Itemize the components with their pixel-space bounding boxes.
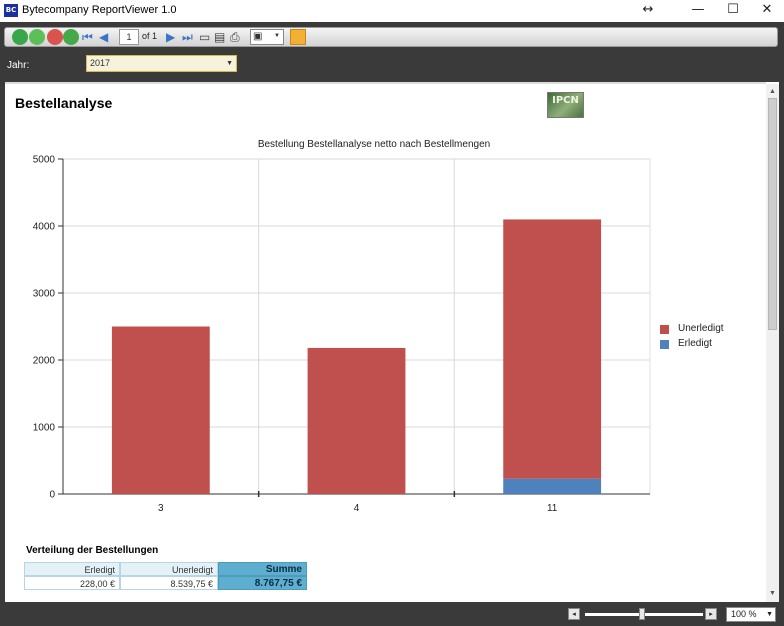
title-bar bbox=[0, 0, 784, 22]
first-page-icon[interactable]: ⏮ bbox=[82, 30, 93, 44]
last-page-icon[interactable]: ⏭ bbox=[182, 30, 193, 44]
app-icon: BC bbox=[4, 4, 18, 17]
summary-value-erledigt: 228,00 € bbox=[24, 576, 120, 590]
jahr-select[interactable]: 2017 ▼ bbox=[86, 55, 237, 72]
scrollbar-thumb[interactable] bbox=[768, 98, 777, 330]
summary-header-unerledigt: Unerledigt bbox=[120, 562, 218, 576]
save-icon: ▣ bbox=[253, 31, 263, 42]
company-logo: IPCN bbox=[547, 92, 584, 118]
legend-swatch-unerledigt bbox=[660, 325, 669, 334]
chevron-down-icon: ▼ bbox=[766, 611, 773, 618]
zoom-out-button[interactable]: ◂ bbox=[568, 608, 580, 620]
page-count-label: of 1 bbox=[142, 31, 158, 41]
x-tick-label: 3 bbox=[158, 503, 164, 514]
scroll-up-icon[interactable]: ▲ bbox=[769, 88, 776, 95]
report-title: Bestellanalyse bbox=[15, 95, 113, 111]
next-page-icon[interactable]: ▶ bbox=[166, 30, 176, 44]
x-tick-label: 11 bbox=[547, 503, 558, 514]
chevron-down-icon: ▼ bbox=[274, 33, 280, 39]
forward-icon[interactable] bbox=[29, 29, 45, 45]
toolstrip bbox=[4, 27, 778, 47]
y-tick-label: 4000 bbox=[33, 222, 56, 233]
legend-label-unerledigt: Unerledigt bbox=[678, 323, 724, 334]
bar-erledigt-11 bbox=[503, 478, 602, 494]
y-tick-label: 0 bbox=[49, 490, 55, 501]
window-title: Bytecompany ReportViewer 1.0 bbox=[22, 4, 177, 16]
minimize-button[interactable]: — bbox=[691, 2, 705, 17]
chart-title: Bestellung Bestellanalyse netto nach Bes… bbox=[257, 139, 491, 150]
find-icon[interactable] bbox=[290, 29, 306, 45]
y-tick-label: 1000 bbox=[33, 423, 56, 434]
legend-swatch-erledigt bbox=[660, 340, 669, 349]
jahr-label: Jahr: bbox=[7, 60, 30, 71]
zoom-select[interactable]: 100 % ▼ bbox=[726, 607, 776, 622]
y-tick-label: 3000 bbox=[33, 289, 56, 300]
page-setup-icon[interactable]: ▤ bbox=[214, 30, 226, 44]
bar-unerledigt-3 bbox=[111, 326, 210, 494]
previous-page-icon[interactable]: ◀ bbox=[99, 30, 109, 44]
legend-label-erledigt: Erledigt bbox=[678, 338, 712, 349]
y-tick-label: 5000 bbox=[33, 155, 56, 166]
bar-unerledigt-4 bbox=[307, 347, 406, 494]
frame-left bbox=[0, 82, 5, 602]
x-tick-label: 4 bbox=[354, 503, 360, 514]
summary-header-erledigt: Erledigt bbox=[24, 562, 120, 576]
back-icon[interactable] bbox=[12, 29, 28, 45]
summary-value-summe: 8.767,75 € bbox=[218, 576, 307, 590]
summary-header-summe: Summe bbox=[218, 562, 307, 576]
print-icon[interactable]: ⎙ bbox=[230, 30, 240, 44]
scroll-down-icon[interactable]: ▼ bbox=[769, 590, 776, 597]
page-number-input[interactable]: 1 bbox=[119, 29, 139, 45]
resize-icon: ↔ bbox=[642, 2, 654, 17]
close-button[interactable]: ✕ bbox=[761, 2, 773, 17]
bar-chart: 0 1000 2000 3000 4000 5000 3 4 11 bbox=[33, 155, 651, 514]
zoom-slider-thumb[interactable] bbox=[639, 608, 645, 620]
frame-right bbox=[779, 82, 784, 602]
refresh-icon[interactable] bbox=[63, 29, 79, 45]
export-dropdown[interactable]: ▣ ▼ bbox=[250, 29, 284, 45]
print-layout-icon[interactable]: ▭ bbox=[199, 30, 211, 44]
summary-heading: Verteilung der Bestellungen bbox=[26, 545, 159, 556]
chevron-down-icon: ▼ bbox=[226, 60, 233, 67]
y-tick-label: 2000 bbox=[33, 356, 56, 367]
summary-value-unerledigt: 8.539,75 € bbox=[120, 576, 218, 590]
stop-icon[interactable] bbox=[47, 29, 63, 45]
logo-text: IPCN bbox=[552, 95, 579, 106]
zoom-in-button[interactable]: ▸ bbox=[705, 608, 717, 620]
zoom-value: 100 % bbox=[731, 609, 757, 619]
maximize-button[interactable]: ☐ bbox=[727, 2, 739, 17]
bar-unerledigt-11 bbox=[503, 219, 602, 479]
jahr-value: 2017 bbox=[90, 58, 111, 68]
